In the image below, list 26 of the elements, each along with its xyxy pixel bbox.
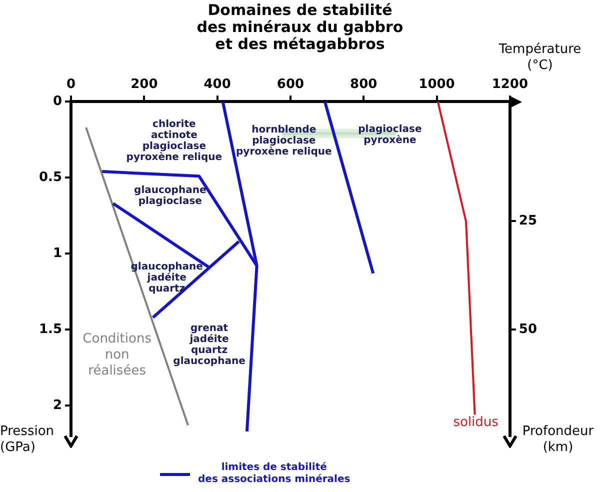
y2-tick-label: 25 (518, 213, 538, 228)
x-tick-label: 1200 (492, 77, 528, 92)
x-tick-label: 400 (204, 77, 231, 92)
x-tick-label: 0 (66, 77, 76, 92)
annotation: hornblende plagioclase pyroxène relique (236, 124, 332, 158)
y2-tick-label: 50 (518, 322, 538, 337)
annotation: glaucophane plagioclase (134, 184, 206, 207)
y-tick-label: 1.5 (39, 322, 62, 337)
series-label: Conditions non réalisées (82, 332, 152, 379)
series-label: solidus (453, 415, 499, 430)
x-tick-label: 200 (130, 77, 158, 92)
y2-axis-title: Profondeur (km) (522, 424, 594, 455)
x-axis-title: Température (°C) (498, 42, 582, 73)
y-tick-label: 0 (52, 94, 62, 109)
y-axis-title: Pression (GPa) (0, 424, 54, 455)
x-tick-label: 1000 (418, 77, 455, 92)
annotation: plagioclase pyroxène (358, 124, 422, 146)
y-tick-label: 0.5 (39, 170, 62, 185)
y-tick-label: 1 (52, 246, 62, 261)
annotation: chlorite actinote plagioclase pyroxène relique (126, 119, 222, 164)
text: limites de stabilité des associations minérales (198, 462, 350, 485)
chart-title: Domaines de stabilité des minéraux du gabbro et des métagabbros (196, 1, 404, 53)
annotation: grenat jadéite quartz glaucophane (173, 322, 246, 367)
y-tick-label: 2 (52, 398, 62, 413)
x-tick-label: 800 (350, 77, 378, 92)
x-tick-label: 600 (276, 77, 304, 92)
